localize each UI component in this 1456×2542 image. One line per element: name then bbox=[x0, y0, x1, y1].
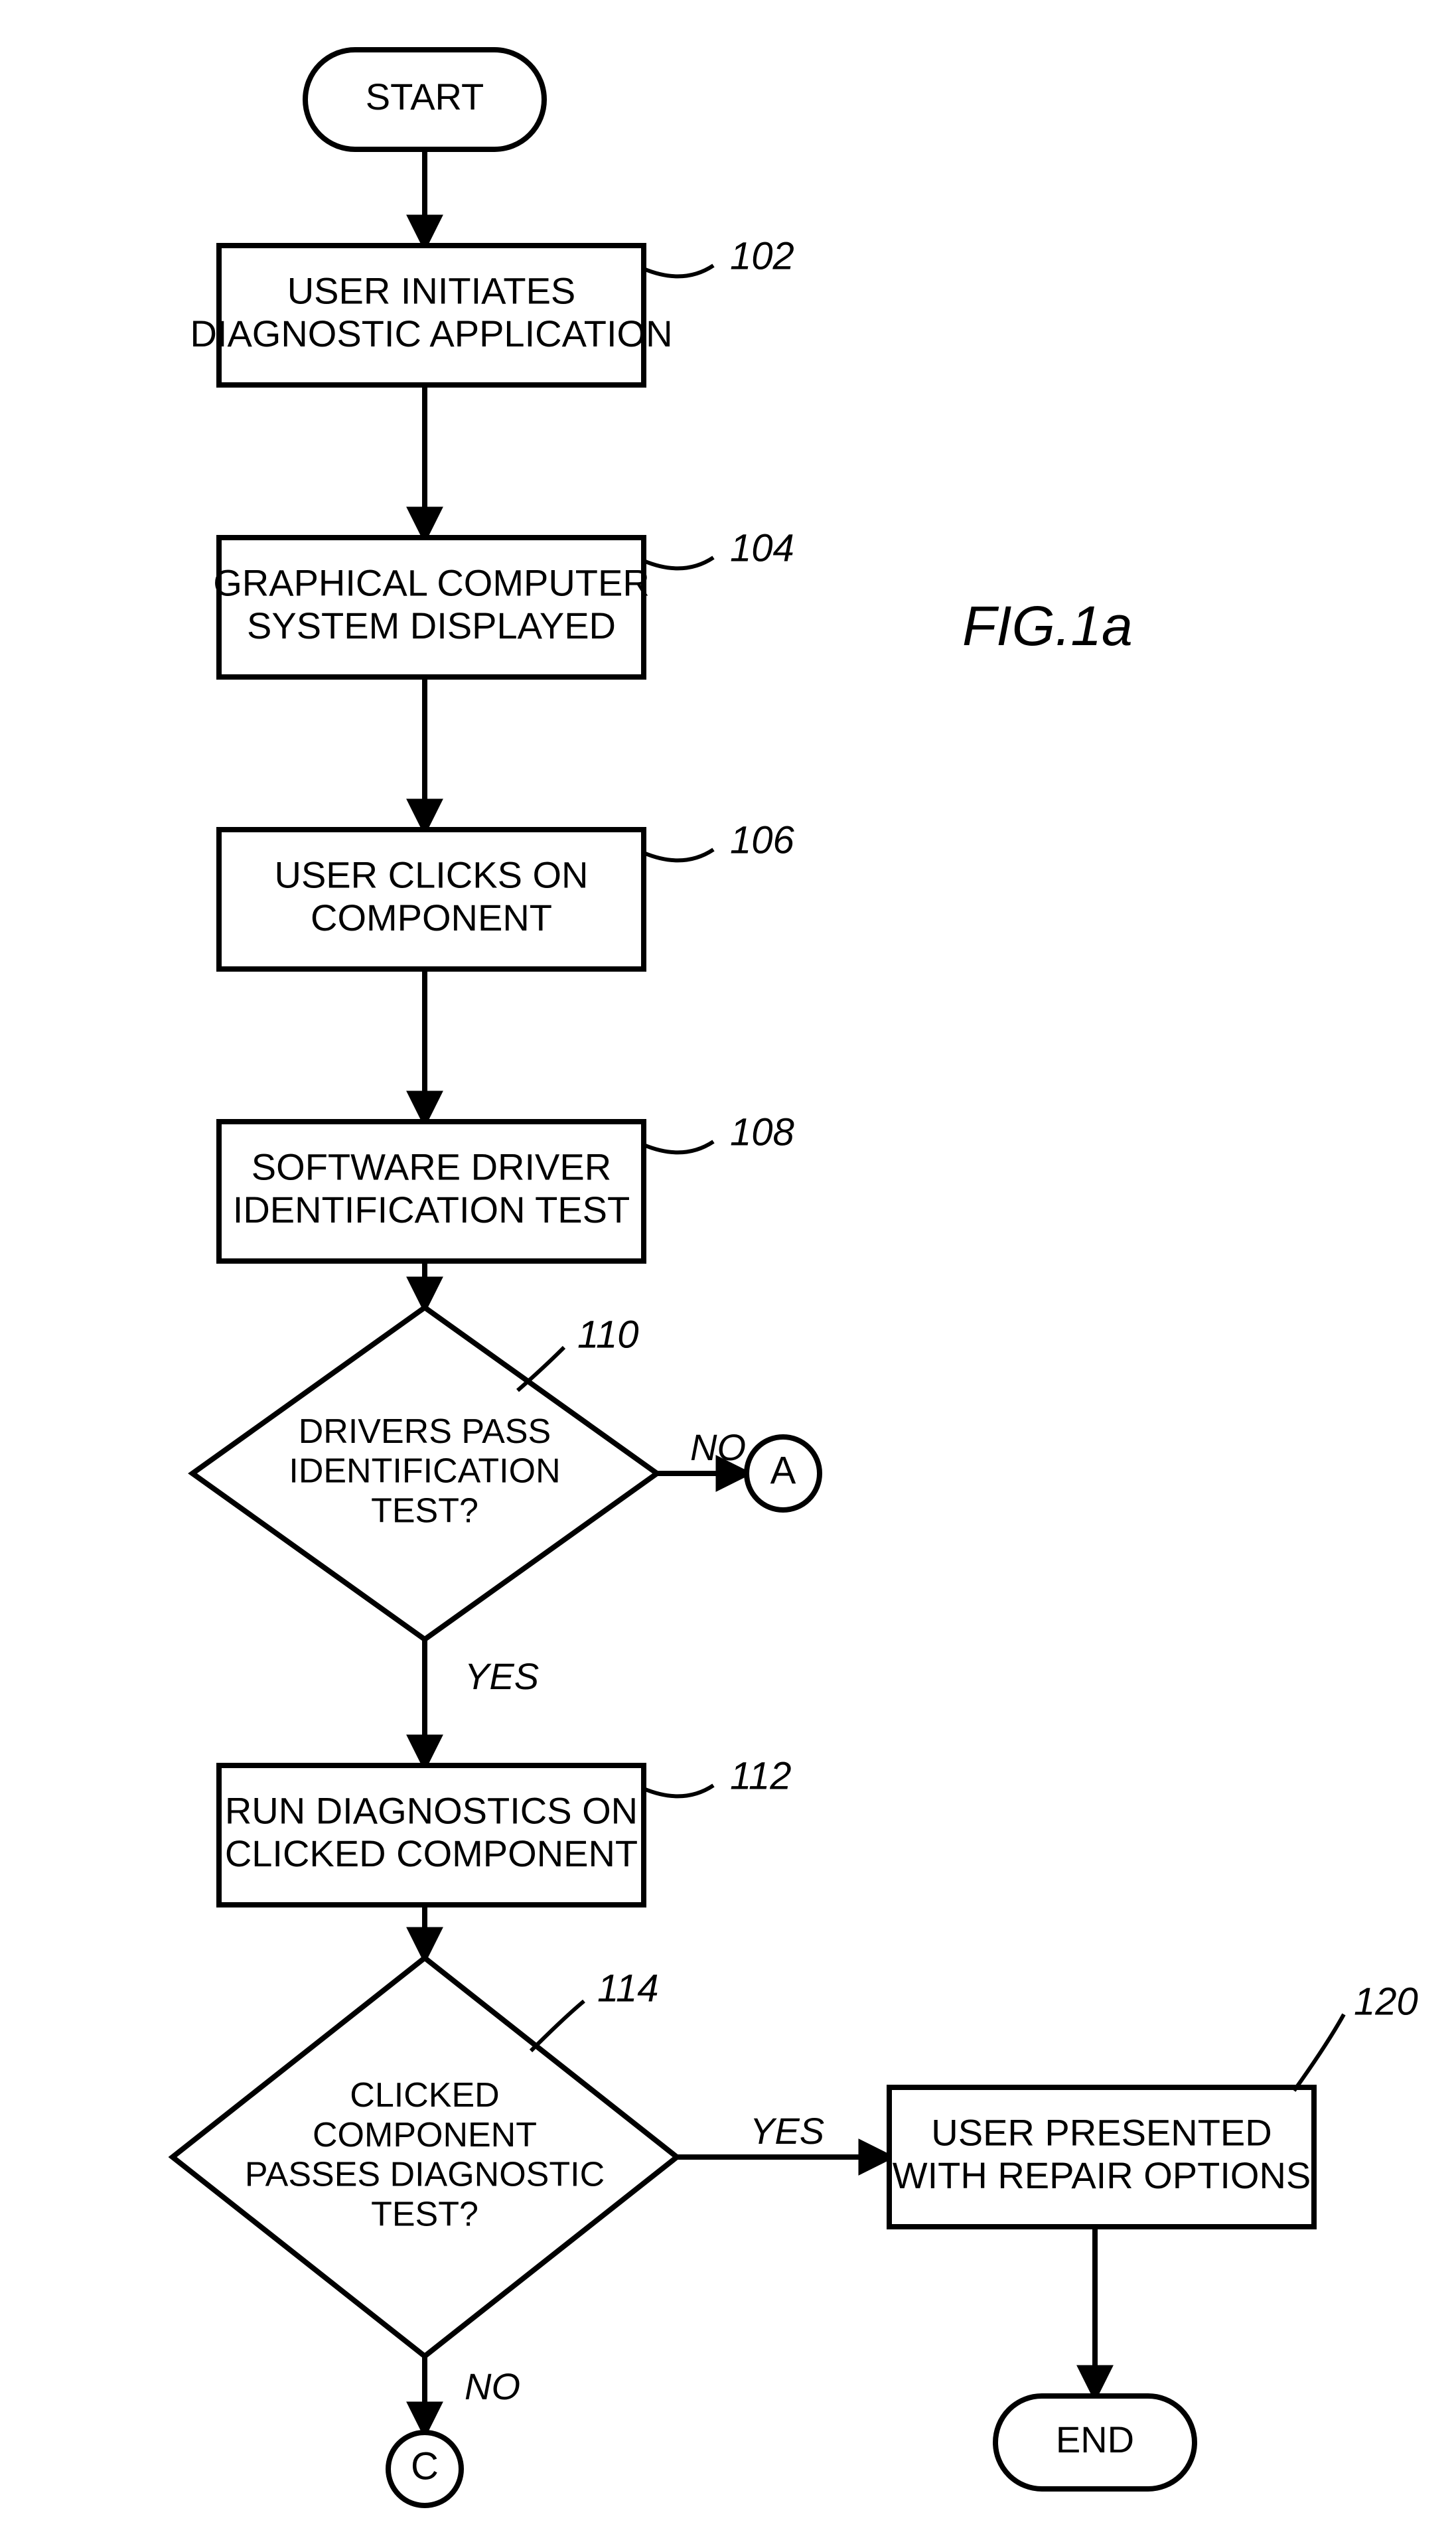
ref-label: 120 bbox=[1354, 1980, 1418, 2023]
svg-text:IDENTIFICATION TEST: IDENTIFICATION TEST bbox=[233, 1189, 630, 1231]
svg-text:CLICKED: CLICKED bbox=[350, 2076, 499, 2115]
svg-text:A: A bbox=[770, 1449, 796, 1492]
edge-label: NO bbox=[690, 1426, 746, 1468]
edge-label: YES bbox=[750, 2110, 824, 2152]
flowchart-diagram: YES NO NO YES START END USER INITIATESDIAGNOST… bbox=[0, 0, 1456, 2542]
svg-text:CLICKED COMPONENT: CLICKED COMPONENT bbox=[225, 1832, 638, 1874]
svg-text:DRIVERS PASS: DRIVERS PASS bbox=[299, 1412, 551, 1451]
ref-leader bbox=[644, 1142, 713, 1152]
ref-leader bbox=[518, 1347, 564, 1390]
ref-leader bbox=[644, 265, 713, 276]
svg-text:COMPONENT: COMPONENT bbox=[311, 897, 552, 938]
ref-label: 112 bbox=[730, 1754, 791, 1797]
ref-leader bbox=[531, 2001, 584, 2051]
svg-text:SYSTEM DISPLAYED: SYSTEM DISPLAYED bbox=[247, 605, 616, 646]
svg-text:PASSES DIAGNOSTIC: PASSES DIAGNOSTIC bbox=[245, 2156, 605, 2194]
svg-text:USER CLICKS ON: USER CLICKS ON bbox=[275, 854, 589, 896]
svg-text:START: START bbox=[366, 76, 484, 117]
svg-text:SOFTWARE DRIVER: SOFTWARE DRIVER bbox=[252, 1146, 611, 1188]
svg-text:COMPONENT: COMPONENT bbox=[313, 2116, 537, 2154]
svg-text:RUN DIAGNOSTICS ON: RUN DIAGNOSTICS ON bbox=[225, 1790, 638, 1832]
figure-label: FIG.1a bbox=[962, 595, 1133, 657]
svg-text:USER INITIATES: USER INITIATES bbox=[287, 270, 576, 312]
ref-label: 110 bbox=[577, 1313, 638, 1356]
svg-text:TEST?: TEST? bbox=[371, 2195, 478, 2233]
ref-label: 108 bbox=[730, 1110, 794, 1154]
ref-leader bbox=[644, 850, 713, 860]
svg-text:IDENTIFICATION: IDENTIFICATION bbox=[289, 1452, 560, 1491]
ref-leader bbox=[644, 1785, 713, 1796]
svg-text:WITH REPAIR OPTIONS: WITH REPAIR OPTIONS bbox=[893, 2154, 1311, 2196]
ref-label: 102 bbox=[730, 234, 794, 277]
svg-text:DIAGNOSTIC APPLICATION: DIAGNOSTIC APPLICATION bbox=[190, 313, 672, 354]
svg-text:USER PRESENTED: USER PRESENTED bbox=[931, 2112, 1272, 2154]
svg-text:C: C bbox=[411, 2444, 439, 2488]
ref-label: 114 bbox=[597, 1967, 658, 2010]
ref-label: 104 bbox=[730, 526, 794, 569]
ref-leader bbox=[644, 558, 713, 568]
ref-label: 106 bbox=[730, 818, 795, 861]
edge-label: YES bbox=[465, 1655, 539, 1697]
svg-text:TEST?: TEST? bbox=[371, 1492, 478, 1531]
ref-leader bbox=[1294, 2014, 1344, 2091]
svg-text:END: END bbox=[1056, 2419, 1134, 2460]
edge-label: NO bbox=[465, 2365, 520, 2407]
svg-text:GRAPHICAL COMPUTER: GRAPHICAL COMPUTER bbox=[213, 562, 650, 604]
